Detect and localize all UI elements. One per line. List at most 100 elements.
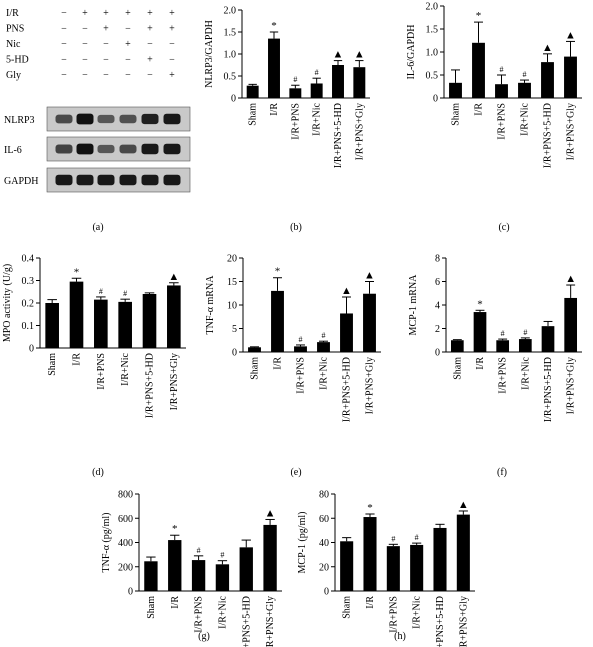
x-tick-label: Sham — [342, 596, 353, 619]
condition-label: 5-HD — [6, 55, 29, 66]
condition-mark: + — [169, 8, 175, 19]
y-axis-label: IL-6/GAPDH — [406, 25, 417, 80]
bar — [69, 281, 84, 348]
bar — [472, 42, 485, 98]
bar — [294, 346, 307, 352]
significance-marker: * — [74, 266, 80, 278]
condition-mark: + — [147, 8, 153, 19]
x-tick-label: I/R+PNS+Gly — [566, 103, 577, 160]
bar — [118, 301, 132, 348]
condition-mark: − — [169, 55, 175, 66]
significance-marker: # — [220, 551, 224, 560]
bar — [564, 56, 577, 98]
blot-band — [141, 113, 159, 125]
blot-band — [97, 114, 115, 124]
y-tick-label: 0 — [433, 94, 438, 105]
y-axis-label: MCP-1 (pg/ml) — [297, 512, 308, 574]
significance-marker: # — [299, 335, 303, 344]
bar — [45, 303, 59, 348]
band-label: IL-6 — [4, 145, 22, 156]
y-tick-label: 80 — [319, 490, 329, 501]
significance-marker: ▲ — [565, 273, 576, 285]
y-tick-label: 4 — [435, 301, 440, 312]
significance-marker: ▲ — [333, 49, 344, 61]
y-tick-label: 0 — [435, 348, 440, 359]
chart-panel-f: 0 2 4 6 8 MCP-1 mRNA Sham * I/R # I/R+PNS # I/R+Nic I… — [408, 254, 582, 478]
condition-label: Gly — [6, 70, 21, 81]
bar — [215, 564, 230, 591]
x-tick-label: Sham — [452, 357, 463, 380]
significance-marker: * — [367, 502, 373, 514]
x-tick-label: I/R — [170, 596, 181, 609]
y-tick-label: 1.0 — [426, 48, 439, 59]
bar — [144, 561, 158, 591]
significance-marker: ▲ — [341, 285, 352, 297]
blot-band — [76, 174, 94, 186]
x-tick-label: I/R+PNS+Gly — [265, 596, 276, 647]
significance-marker: # — [500, 65, 504, 74]
significance-marker: ▲ — [265, 507, 276, 519]
x-tick-label: I/R — [269, 103, 280, 116]
chart-panel-b: 0 0.5 1.0 1.5 2.0 NLRP3/GAPDH Sham * I/R # I/R+PNS… — [204, 6, 370, 233]
x-tick-label: I/R+PNS — [296, 357, 307, 394]
x-tick-label: I/R+PNS+Gly — [365, 357, 376, 414]
y-tick-label: 20 — [319, 562, 329, 573]
bar — [363, 293, 376, 352]
y-tick-label: 1.5 — [426, 25, 439, 36]
y-tick-label: 0 — [29, 344, 34, 355]
condition-mark: + — [169, 24, 175, 35]
y-tick-label: 20 — [227, 254, 237, 265]
condition-mark: + — [82, 8, 88, 19]
blot-band — [55, 174, 73, 186]
bar — [310, 83, 323, 98]
x-tick-label: I/R+Nic — [412, 595, 423, 628]
bar — [495, 84, 508, 98]
bar — [496, 340, 510, 352]
x-tick-label: I/R+PNS+5-HD — [435, 596, 446, 647]
bar — [239, 547, 253, 591]
x-tick-label: I/R — [72, 353, 83, 366]
blot-band — [119, 114, 137, 124]
bar — [433, 527, 447, 591]
x-tick-label: I/R+PNS — [498, 357, 509, 394]
panel-label: (f) — [497, 467, 507, 478]
panel-label: (b) — [290, 222, 302, 233]
bar — [541, 62, 554, 98]
y-tick-label: 0 — [232, 348, 237, 359]
x-tick-label: I/R+PNS — [96, 353, 107, 390]
x-tick-label: I/R+PNS — [388, 596, 399, 633]
x-tick-label: Sham — [248, 103, 259, 126]
significance-marker: # — [391, 534, 395, 543]
y-tick-label: 800 — [118, 490, 133, 501]
x-tick-label: I/R+PNS — [290, 103, 301, 140]
blot-band — [163, 143, 181, 155]
y-tick-label: 0 — [231, 94, 236, 105]
y-axis-label: MCP-1 mRNA — [408, 274, 419, 336]
condition-mark: + — [147, 55, 153, 66]
significance-marker: # — [501, 329, 505, 338]
y-tick-label: 0 — [324, 587, 329, 598]
condition-mark: − — [61, 24, 67, 35]
x-tick-label: I/R+PNS — [194, 596, 205, 633]
significance-marker: * — [271, 20, 277, 32]
bar — [340, 313, 353, 352]
y-tick-label: 400 — [118, 538, 133, 549]
panel-label: (c) — [498, 222, 509, 233]
bar — [410, 544, 424, 591]
condition-mark: − — [82, 55, 88, 66]
x-tick-label: I/R+PNS+5-HD — [241, 596, 252, 647]
significance-marker: # — [293, 75, 297, 84]
condition-mark: − — [147, 39, 153, 50]
y-tick-label: 10 — [227, 301, 237, 312]
significance-marker: ▲ — [354, 49, 365, 61]
condition-mark: − — [61, 55, 67, 66]
bar — [340, 541, 354, 591]
bar — [168, 540, 182, 591]
x-tick-label: I/R+PNS+Gly — [354, 103, 365, 160]
x-tick-label: Sham — [146, 596, 157, 619]
significance-marker: ▲ — [458, 499, 469, 511]
x-tick-label: I/R+Nic — [217, 595, 228, 628]
x-tick-label: I/R+PNS+5-HD — [333, 103, 344, 168]
significance-marker: # — [523, 70, 527, 79]
